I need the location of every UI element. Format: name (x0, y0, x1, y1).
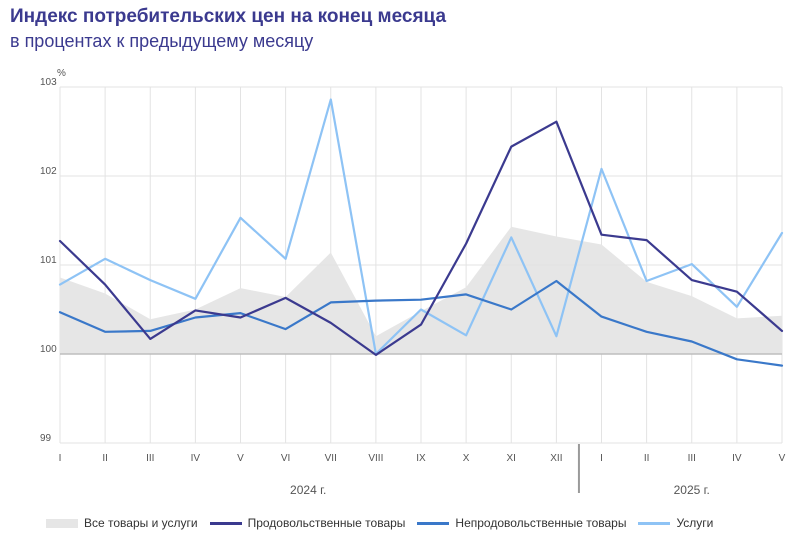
x-tick-label: V (237, 453, 244, 464)
series-line-non-food (58, 279, 784, 367)
legend-swatch-food (209, 521, 242, 525)
x-tick-label: VI (281, 453, 290, 464)
x-tick-label: II (644, 453, 650, 464)
x-tick-label: I (59, 453, 62, 464)
chart-subtitle: в процентах к предыдущему месяцу (10, 31, 314, 51)
chart-title: Индекс потребительских цен на конец меся… (10, 6, 447, 27)
series-line-food (58, 120, 784, 356)
x-tick-label: III (688, 453, 696, 464)
x-tick-label: IX (416, 453, 426, 464)
y-axis-unit: % (57, 68, 66, 79)
x-tick-label: VIII (368, 453, 383, 464)
legend-swatch-services (638, 521, 671, 525)
legend-label-food: Продовольственные товары (247, 516, 406, 530)
year-label: 2025 г. (674, 483, 710, 497)
x-tick-label: IV (191, 453, 201, 464)
legend-label-all: Все товары и услуги (84, 516, 198, 530)
x-tick-label: I (600, 453, 603, 464)
legend-item-all: Все товары и услуги (46, 516, 198, 530)
series-line-services (58, 98, 784, 356)
x-tick-label: IV (732, 453, 742, 464)
legend-item-non-food: Непродовольственные товары (417, 516, 626, 530)
x-tick-label: V (779, 453, 786, 464)
y-tick-label: 102 (40, 166, 57, 177)
legend-label-services: Услуги (676, 516, 714, 530)
series-area-all-goods (60, 226, 782, 354)
y-tick-label: 101 (40, 255, 57, 266)
x-tick-label: XII (550, 453, 562, 464)
legend-swatch-all (46, 518, 78, 528)
legend: Все товары и услуги Продовольственные то… (46, 516, 725, 530)
y-tick-label: 100 (40, 344, 57, 355)
x-tick-label: X (463, 453, 470, 464)
x-tick-label: III (146, 453, 154, 464)
x-tick-label: VII (325, 453, 337, 464)
legend-swatch-non-food (417, 521, 450, 525)
y-tick-label: 103 (40, 77, 57, 88)
legend-label-non-food: Непродовольственные товары (455, 516, 627, 530)
legend-item-services: Услуги (638, 516, 713, 530)
year-label: 2024 г. (290, 483, 326, 497)
y-tick-label: 99 (40, 433, 52, 444)
x-tick-label: XI (507, 453, 516, 464)
legend-item-food: Продовольственные товары (209, 516, 406, 530)
x-tick-label: II (102, 453, 108, 464)
